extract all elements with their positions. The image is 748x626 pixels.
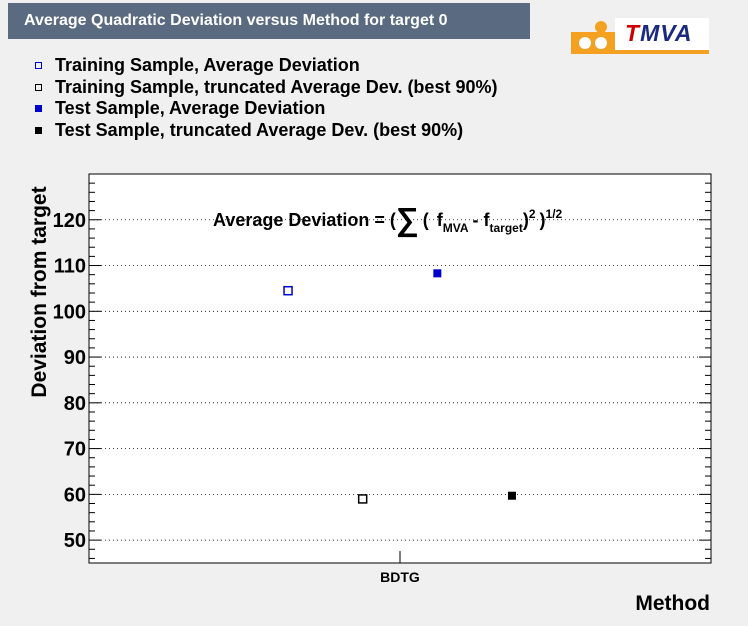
y-axis-label: Deviation from target	[28, 186, 51, 398]
data-point-filled-blue	[433, 269, 442, 278]
plot-frame	[88, 173, 712, 564]
formula-f: f	[437, 210, 444, 230]
y-tick-label: 70	[64, 439, 86, 461]
formula-sum: ∑	[396, 201, 419, 238]
formula-minus: - f	[473, 210, 491, 230]
legend-item-train-trunc: Training Sample, truncated Average Dev. …	[30, 77, 497, 99]
data-point-filled-black	[507, 491, 516, 500]
tmva-logo-graphic	[571, 18, 709, 54]
formula-sub-mva: MVA	[443, 221, 469, 235]
y-tick-label: 80	[64, 393, 86, 415]
y-tick-label: 60	[64, 484, 86, 506]
data-point-open-blue	[283, 285, 293, 296]
tmva-logo-text: TMVA	[625, 20, 693, 46]
legend-label: Test Sample, Average Deviation	[55, 98, 326, 119]
y-tick-label: 50	[64, 530, 86, 552]
formula-prefix: Average Deviation = (	[213, 210, 396, 230]
x-axis-categories: BDTG	[380, 551, 420, 585]
formula-close2: )	[540, 210, 546, 230]
formula-open: (	[423, 210, 429, 230]
legend-item-test-trunc: Test Sample, truncated Average Dev. (bes…	[30, 120, 497, 142]
legend-item-test-avg: Test Sample, Average Deviation	[30, 98, 497, 120]
y-axis-ticks: 50 60 70 80 90 100 110 120	[53, 173, 711, 559]
solid-square-blue-marker	[35, 105, 42, 113]
y-tick-label: 90	[64, 347, 86, 369]
legend: Training Sample, Average Deviation Train…	[30, 55, 497, 141]
y-tick-label: 100	[53, 301, 86, 323]
formula-power: 1/2	[546, 207, 563, 221]
open-square-blue-marker	[35, 62, 42, 70]
data-point-open-black	[357, 494, 368, 504]
chart-title: Average Quadratic Deviation versus Metho…	[8, 3, 530, 39]
y-tick-label: 120	[53, 210, 86, 232]
x-tick-label: BDTG	[380, 569, 420, 585]
formula-sub-target: target	[490, 221, 523, 235]
data-points	[283, 269, 516, 504]
x-axis-label: Method	[635, 592, 710, 615]
formula-close: )	[523, 210, 529, 230]
open-square-black-marker	[35, 83, 42, 91]
tmva-logo: TMVA	[571, 18, 709, 54]
formula-sq: 2	[529, 207, 536, 221]
legend-label: Training Sample, truncated Average Dev. …	[55, 76, 498, 97]
legend-item-train-avg: Training Sample, Average Deviation	[30, 55, 497, 77]
deviation-formula: Average Deviation = (∑(fMVA - ftarget)2)1…	[213, 201, 563, 238]
legend-label: Training Sample, Average Deviation	[55, 55, 360, 76]
solid-square-black-marker	[35, 126, 42, 134]
y-tick-label: 110	[54, 256, 86, 278]
legend-label: Test Sample, truncated Average Dev. (bes…	[55, 119, 464, 140]
